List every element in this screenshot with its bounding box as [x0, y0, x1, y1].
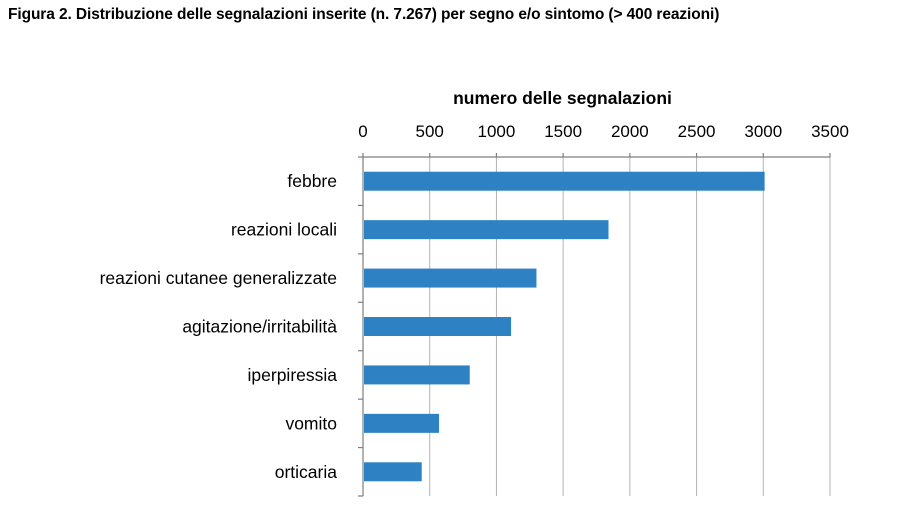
- x-tick-label: 3000: [744, 122, 782, 141]
- figure-title: Figura 2. Distribuzione delle segnalazio…: [8, 6, 720, 23]
- category-label: orticaria: [275, 462, 338, 482]
- x-tick-label: 2000: [611, 122, 649, 141]
- category-label: vomito: [285, 413, 337, 433]
- bar: [364, 462, 422, 482]
- category-label: febbre: [287, 171, 337, 191]
- bars: [364, 171, 765, 482]
- bar: [364, 365, 470, 385]
- x-tick-label: 1000: [478, 122, 516, 141]
- x-tick-label: 2500: [678, 122, 716, 141]
- bar: [364, 413, 440, 433]
- bar: [364, 317, 512, 336]
- bar: [364, 171, 765, 191]
- x-tick-label: 0: [358, 122, 367, 141]
- category-label: iperpiressia: [248, 365, 338, 385]
- x-tick-label: 3500: [811, 122, 849, 141]
- x-tick-label: 1500: [544, 122, 582, 141]
- category-label: reazioni cutanee generalizzate: [100, 268, 337, 288]
- bar: [364, 268, 537, 288]
- x-axis-title: numero delle segnalazioni: [453, 88, 672, 108]
- category-labels: febbre reazioni locali reazioni cutanee ge…: [100, 171, 338, 482]
- category-label: agitazione/irritabilità: [182, 317, 337, 337]
- category-label: reazioni locali: [231, 220, 337, 240]
- bar: [364, 220, 609, 240]
- x-tick-label: 500: [416, 122, 444, 141]
- axes: [358, 153, 831, 497]
- x-tick-labels: 0 500 1000 1500 2000 2500 3000 3500: [358, 122, 849, 141]
